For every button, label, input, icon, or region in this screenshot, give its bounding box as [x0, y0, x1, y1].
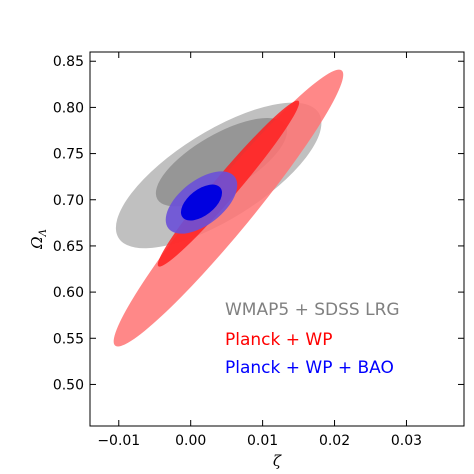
y-axis: 0.50 0.55 0.60 0.65 0.70 0.75 0.80 0.85 — [53, 54, 464, 393]
y-tick-label: 0.75 — [53, 147, 84, 163]
contour-layer — [113, 69, 344, 347]
y-tick-label: 0.80 — [53, 100, 84, 116]
legend-entry: Planck + WP — [225, 330, 332, 350]
x-axis-label: ζ — [273, 452, 282, 470]
y-tick-label: 0.50 — [53, 377, 84, 393]
y-tick-label: 0.70 — [53, 193, 84, 209]
y-axis-label-sub: Λ — [38, 229, 49, 237]
y-axis-label-main: Ω — [28, 236, 46, 249]
x-tick-label: 0.01 — [247, 433, 278, 449]
x-tick-label: −0.01 — [97, 433, 140, 449]
legend-entry: Planck + WP + BAO — [225, 358, 394, 378]
contour-planck-outer — [113, 69, 344, 347]
x-tick-label: 0.00 — [175, 433, 206, 449]
plot-frame — [89, 51, 465, 427]
x-axis: −0.01 0.00 0.01 0.02 0.03 — [97, 52, 422, 449]
x-tick-label: 0.02 — [319, 433, 350, 449]
svg-text:ΩΛ: ΩΛ — [28, 229, 49, 250]
y-tick-label: 0.55 — [53, 331, 84, 347]
y-tick-label: 0.65 — [53, 239, 84, 255]
y-tick-label: 0.60 — [53, 285, 84, 301]
legend: WMAP5 + SDSS LRG Planck + WP Planck + WP +… — [225, 300, 400, 378]
legend-entry: WMAP5 + SDSS LRG — [225, 300, 400, 320]
y-tick-label: 0.85 — [53, 54, 84, 70]
contour-bao-inner — [180, 184, 223, 221]
x-tick-label: 0.03 — [391, 433, 422, 449]
y-axis-label: ΩΛ — [28, 229, 49, 250]
